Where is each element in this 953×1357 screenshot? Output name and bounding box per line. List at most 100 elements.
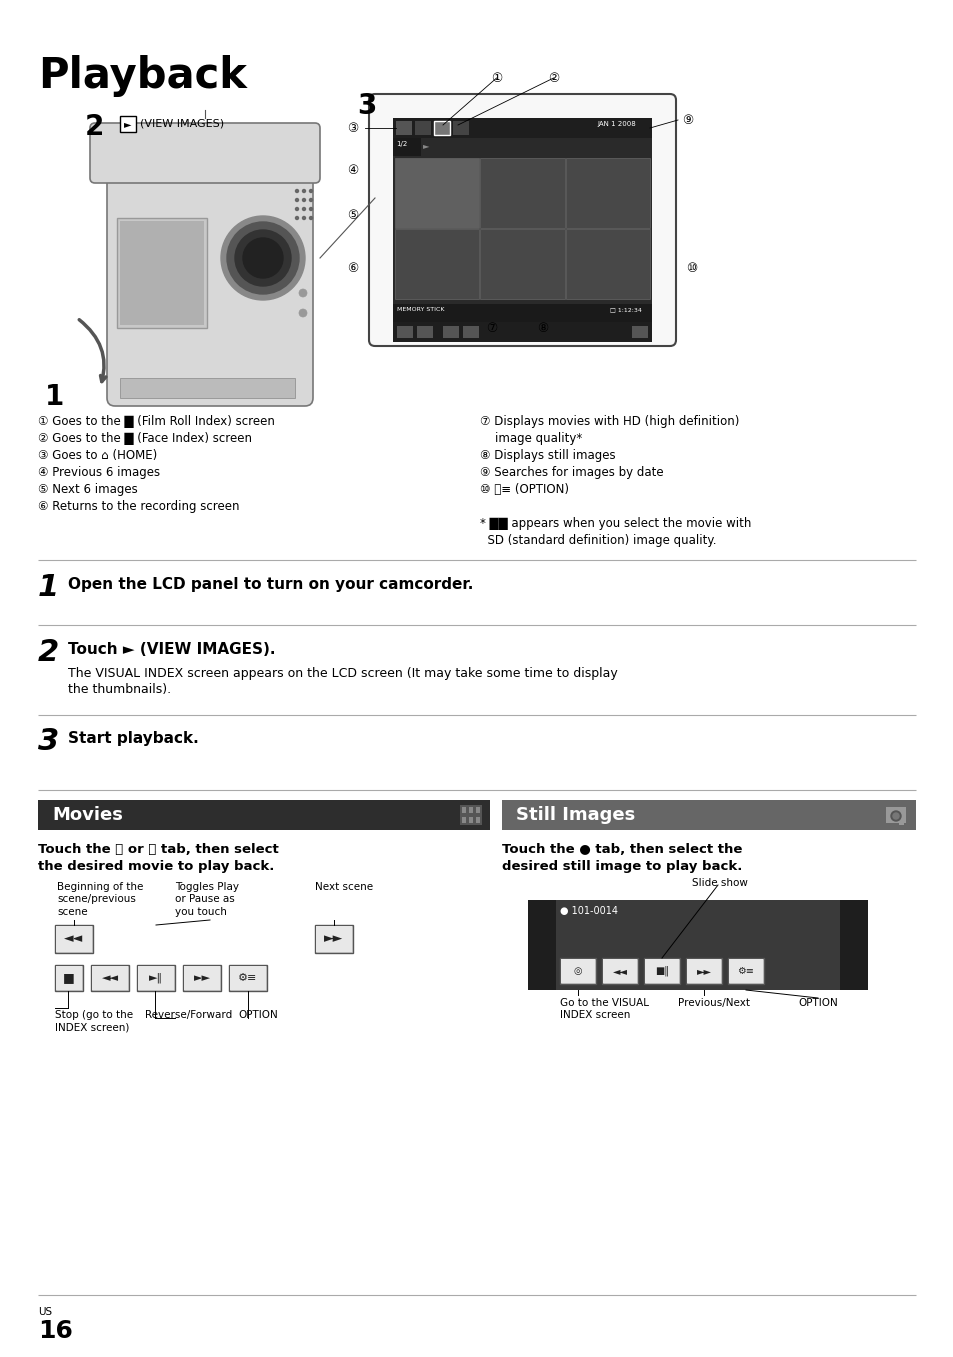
- Text: ⑩: ⑩: [685, 262, 697, 274]
- Text: ⑨: ⑨: [681, 114, 693, 126]
- Text: Stop (go to the
INDEX screen): Stop (go to the INDEX screen): [55, 1010, 133, 1033]
- Bar: [644, 959, 679, 982]
- Bar: [416, 326, 433, 338]
- Text: 16: 16: [38, 1319, 72, 1343]
- Text: OPTION: OPTION: [237, 1010, 277, 1020]
- Text: Touch ► (VIEW IMAGES).: Touch ► (VIEW IMAGES).: [68, 642, 275, 657]
- Bar: [527, 900, 556, 991]
- Bar: [602, 959, 637, 982]
- Circle shape: [890, 811, 900, 821]
- Bar: [314, 925, 353, 953]
- Text: Beginning of the
scene/previous
scene: Beginning of the scene/previous scene: [57, 882, 143, 917]
- Bar: [184, 966, 220, 991]
- Text: 2: 2: [85, 113, 104, 141]
- Text: Toggles Play
or Pause as
you touch: Toggles Play or Pause as you touch: [174, 882, 239, 917]
- Text: ① Goes to the █ (Film Roll Index) screen: ① Goes to the █ (Film Roll Index) screen: [38, 415, 274, 427]
- Text: ⑦ Displays movies with HD (high definition): ⑦ Displays movies with HD (high definiti…: [479, 415, 739, 427]
- Text: ③ Goes to ⌂ (HOME): ③ Goes to ⌂ (HOME): [38, 449, 157, 461]
- Text: ⑥: ⑥: [347, 262, 358, 274]
- Text: ◄◄: ◄◄: [612, 966, 627, 976]
- Text: * ██ appears when you select the movie with: * ██ appears when you select the movie w…: [479, 517, 751, 531]
- Bar: [898, 821, 903, 825]
- Bar: [120, 221, 204, 324]
- Bar: [565, 157, 649, 228]
- Bar: [631, 326, 647, 338]
- Text: ⑤: ⑤: [347, 209, 358, 221]
- Text: ⑨ Searches for images by date: ⑨ Searches for images by date: [479, 465, 663, 479]
- Circle shape: [309, 198, 313, 201]
- Bar: [183, 965, 221, 991]
- Text: Reverse/Forward: Reverse/Forward: [145, 1010, 232, 1020]
- Bar: [469, 807, 473, 813]
- Bar: [727, 958, 763, 984]
- Text: ◄◄: ◄◄: [101, 973, 118, 982]
- Circle shape: [302, 198, 305, 201]
- Text: ⚙≡: ⚙≡: [737, 966, 754, 976]
- Text: ►►: ►►: [324, 932, 343, 946]
- Circle shape: [892, 813, 898, 820]
- Text: ◎: ◎: [573, 966, 581, 976]
- Circle shape: [302, 190, 305, 193]
- Bar: [56, 966, 82, 991]
- Bar: [91, 966, 128, 991]
- Circle shape: [295, 190, 298, 193]
- Text: Movies: Movies: [52, 806, 123, 824]
- Text: Slide show: Slide show: [691, 878, 747, 887]
- Bar: [434, 121, 450, 134]
- FancyBboxPatch shape: [369, 94, 676, 346]
- Bar: [138, 966, 173, 991]
- Text: ►►: ►►: [696, 966, 711, 976]
- Circle shape: [243, 237, 283, 278]
- Bar: [885, 807, 905, 822]
- Text: MEMORY STICK: MEMORY STICK: [396, 307, 444, 312]
- Bar: [120, 379, 294, 398]
- Bar: [396, 326, 413, 338]
- Text: ◄◄: ◄◄: [64, 932, 84, 946]
- Bar: [120, 115, 136, 132]
- Text: ⑧: ⑧: [537, 322, 548, 334]
- Text: 1/2: 1/2: [395, 141, 407, 147]
- Text: 2: 2: [38, 638, 59, 668]
- Circle shape: [302, 217, 305, 220]
- Bar: [91, 965, 129, 991]
- Bar: [560, 959, 595, 982]
- Text: ③: ③: [347, 122, 358, 134]
- Text: ⑤ Next 6 images: ⑤ Next 6 images: [38, 483, 137, 497]
- Circle shape: [298, 309, 307, 318]
- FancyBboxPatch shape: [90, 123, 319, 183]
- Bar: [527, 900, 867, 991]
- Circle shape: [309, 208, 313, 210]
- Circle shape: [309, 217, 313, 220]
- Bar: [453, 121, 469, 134]
- Bar: [38, 801, 490, 830]
- Circle shape: [302, 208, 305, 210]
- Bar: [55, 965, 83, 991]
- Bar: [395, 157, 478, 228]
- Bar: [643, 958, 679, 984]
- Bar: [55, 925, 92, 953]
- Bar: [601, 958, 638, 984]
- Bar: [117, 218, 207, 328]
- Bar: [459, 805, 481, 825]
- Bar: [393, 118, 651, 138]
- Bar: [559, 958, 596, 984]
- Bar: [315, 925, 352, 953]
- Text: ►‖: ►‖: [149, 973, 163, 984]
- Bar: [393, 138, 420, 156]
- Bar: [476, 817, 479, 822]
- Circle shape: [295, 198, 298, 201]
- Text: □ 1:12:34: □ 1:12:34: [609, 307, 641, 312]
- Bar: [479, 157, 564, 228]
- Text: 3: 3: [38, 727, 59, 756]
- FancyBboxPatch shape: [107, 140, 313, 406]
- Bar: [728, 959, 762, 982]
- Circle shape: [295, 217, 298, 220]
- Bar: [469, 817, 473, 822]
- Text: 1: 1: [45, 383, 64, 411]
- Bar: [230, 966, 266, 991]
- Text: ►: ►: [124, 119, 132, 129]
- Bar: [393, 322, 651, 342]
- Text: Open the LCD panel to turn on your camcorder.: Open the LCD panel to turn on your camco…: [68, 577, 473, 592]
- Bar: [442, 326, 458, 338]
- Bar: [461, 817, 465, 822]
